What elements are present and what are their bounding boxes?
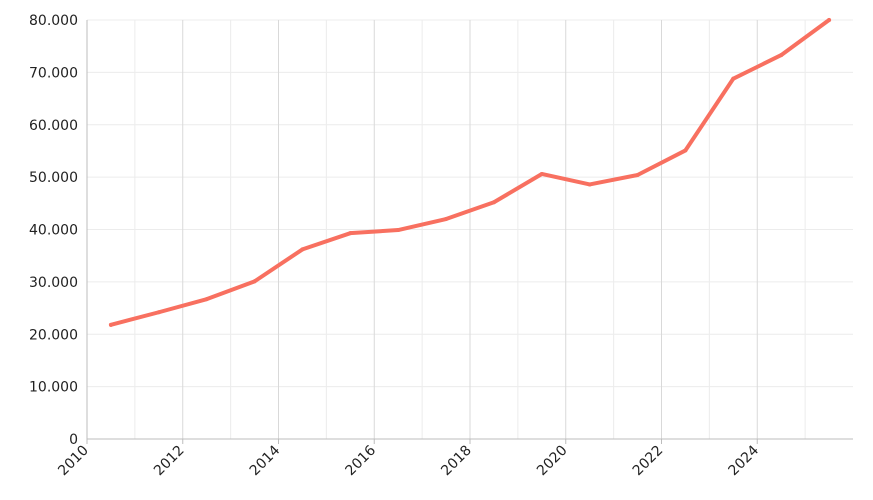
data-point-0-12 (683, 148, 688, 153)
data-point-0-10 (587, 182, 592, 187)
y-tick-label-0: 0 (69, 432, 78, 448)
x-tick-label-6: 2022 (630, 443, 667, 480)
series-line-0 (108, 18, 832, 327)
y-tick-label-6: 60.000 (29, 118, 78, 134)
x-tick-label-7: 2024 (726, 442, 763, 479)
y-tick-label-1: 10.000 (29, 380, 78, 396)
data-point-0-6 (396, 228, 401, 233)
y-tick-label-3: 30.000 (29, 275, 78, 291)
y-tick-label-5: 50.000 (29, 170, 78, 186)
grid (87, 19, 853, 439)
tick-labels: 0 10.000 20.000 30.000 40.000 50.000 60.000 70.… (29, 13, 762, 479)
x-tick-label-3: 2016 (343, 442, 380, 479)
data-point-0-9 (539, 171, 544, 176)
y-tick-label-2: 20.000 (29, 327, 78, 343)
data-point-0-2 (204, 297, 209, 302)
data-point-0-5 (348, 231, 353, 236)
data-point-0-8 (491, 200, 496, 205)
data-point-0-3 (252, 279, 257, 284)
x-tick-label-4: 2018 (438, 443, 475, 480)
y-tick-label-7: 70.000 (29, 65, 78, 81)
data-point-0-1 (156, 310, 161, 315)
data-point-0-11 (635, 173, 640, 178)
data-point-0-13 (731, 76, 736, 81)
data-point-0-4 (300, 247, 305, 252)
axes (86, 20, 853, 444)
y-tick-label-8: 80.000 (29, 13, 78, 29)
x-tick-label-2: 2014 (247, 442, 284, 479)
data-point-0-7 (444, 217, 449, 222)
x-tick-label-5: 2020 (534, 443, 571, 480)
data-point-0-0 (108, 322, 113, 327)
y-tick-label-4: 40.000 (29, 223, 78, 239)
x-tick-label-1: 2012 (151, 443, 188, 480)
data-point-0-14 (779, 53, 784, 58)
series (108, 18, 832, 327)
data-point-0-15 (827, 18, 832, 22)
